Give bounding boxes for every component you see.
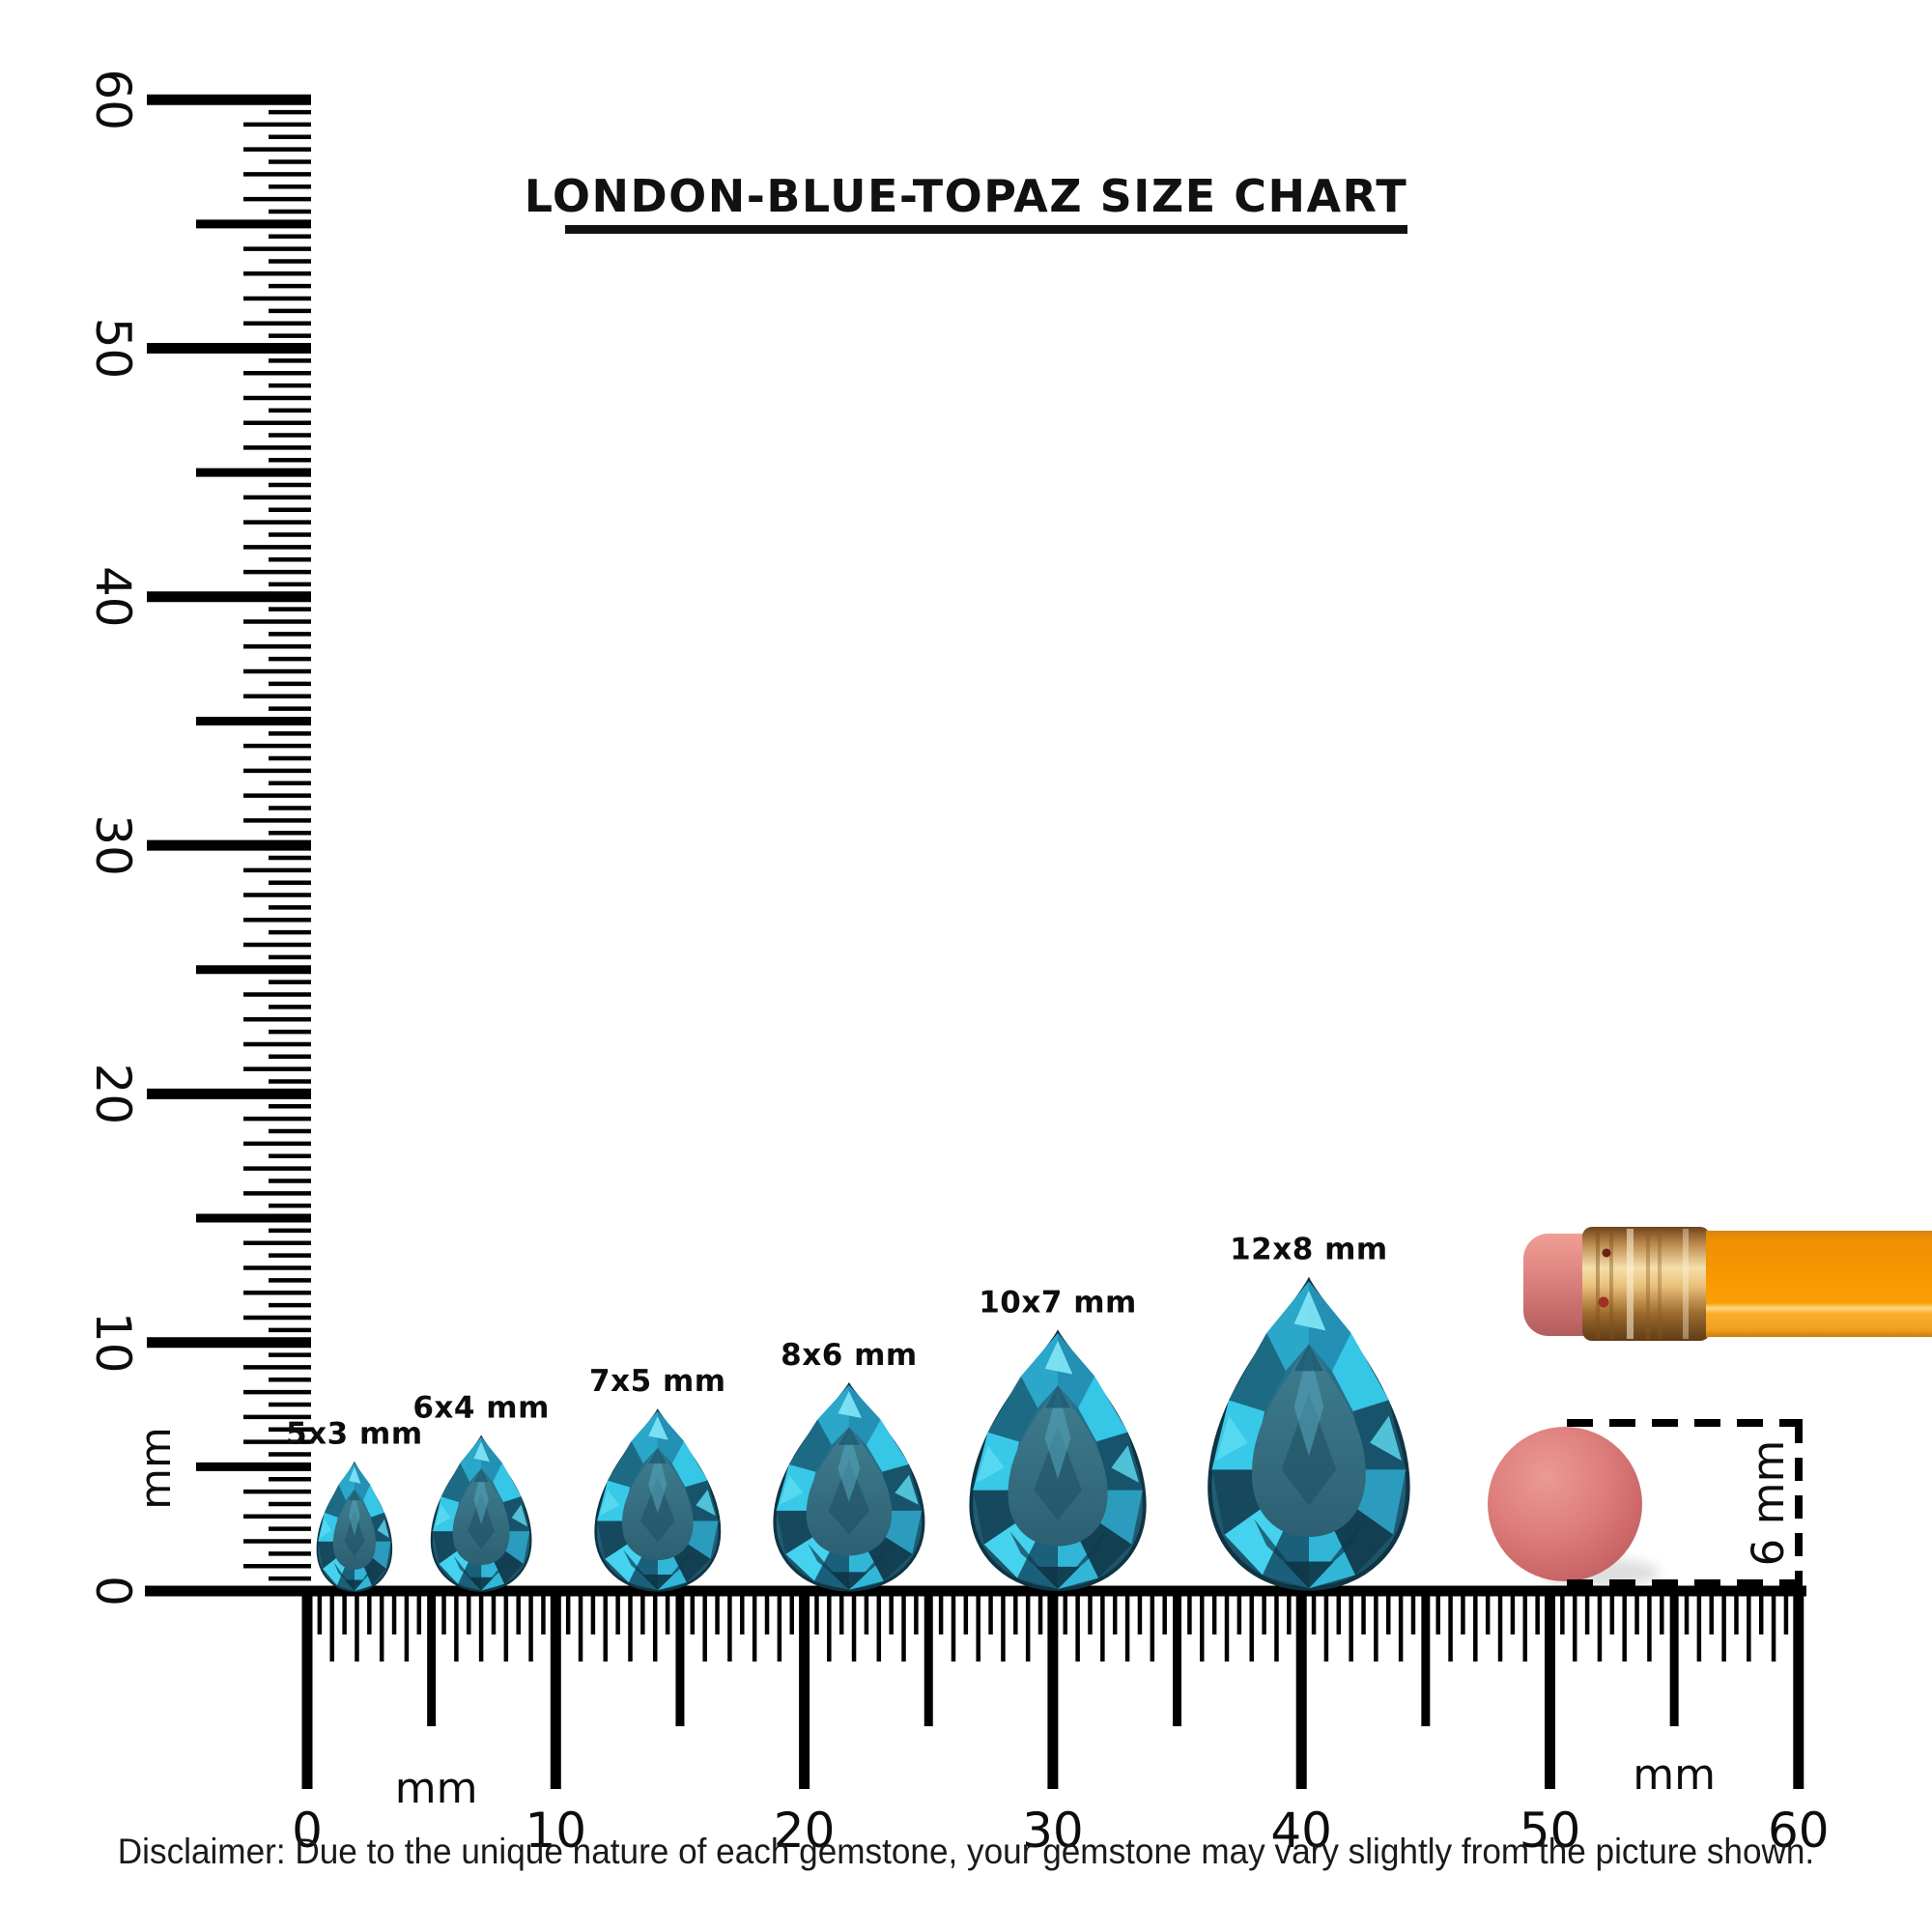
gem-size-label: 12x8 mm: [1230, 1233, 1388, 1267]
gem-size-label: 10x7 mm: [979, 1285, 1137, 1320]
ferrule-crimp-line: [1646, 1229, 1650, 1339]
h-ruler-number: 10: [525, 1803, 586, 1859]
disclaimer-text: Disclaimer: Due to the unique nature of …: [117, 1832, 1815, 1871]
gem-stone: [594, 1409, 722, 1592]
gem-stone: [1209, 1281, 1407, 1588]
ferrule-rivet-dot: [1602, 1248, 1611, 1258]
gem-stone: [969, 1331, 1147, 1592]
h-ruler-number: 30: [1022, 1803, 1084, 1859]
pencil-ferrule: [1582, 1227, 1710, 1341]
gem-stone: [316, 1462, 393, 1593]
v-ruler-unit: mm: [131, 1427, 181, 1510]
gem-size-label: 6x4 mm: [412, 1390, 550, 1425]
v-ruler-number: 10: [85, 1312, 141, 1374]
v-ruler-number: 30: [85, 814, 141, 876]
measure-label: 6 mm: [1743, 1440, 1794, 1567]
ferrule-crimp-line: [1596, 1229, 1600, 1339]
pencil-body: [1706, 1231, 1932, 1337]
ferrule-highlight: [1627, 1229, 1634, 1339]
gem-size-label: 5x3 mm: [286, 1417, 423, 1452]
gem-stone: [430, 1435, 532, 1592]
h-ruler-unit-left: mm: [395, 1764, 478, 1813]
gem-item: 5x3 mm: [286, 1417, 423, 1593]
v-ruler-number: 50: [85, 318, 141, 380]
page-title: LONDON-BLUE-TOPAZ SIZE CHART: [524, 170, 1408, 222]
v-ruler-number: 0: [85, 1576, 141, 1606]
eraser-circle: [1488, 1427, 1642, 1581]
gem-stone: [773, 1383, 925, 1592]
v-ruler-number: 40: [85, 566, 141, 628]
gem-size-label: 8x6 mm: [781, 1338, 918, 1373]
pencil-illustration: [1523, 1227, 1932, 1341]
h-ruler-number: 20: [774, 1803, 836, 1859]
h-ruler-number: 60: [1768, 1803, 1830, 1859]
v-ruler-number: 20: [85, 1064, 141, 1125]
ferrule-rivet-dot: [1598, 1296, 1609, 1308]
h-ruler-number: 0: [292, 1803, 323, 1859]
gem-item: 10x7 mm: [969, 1285, 1147, 1592]
h-ruler-unit-right: mm: [1633, 1750, 1716, 1800]
gem-item: 6x4 mm: [412, 1390, 550, 1592]
ferrule-crimp-line: [1658, 1229, 1662, 1339]
v-ruler-number: 60: [85, 69, 141, 130]
ferrule-highlight: [1683, 1229, 1689, 1339]
gem-item: 7x5 mm: [589, 1364, 726, 1592]
h-ruler-number: 40: [1270, 1803, 1332, 1859]
h-ruler-number: 50: [1520, 1803, 1581, 1859]
six-mm-measure-box: [1567, 1419, 1803, 1587]
gem-item: 8x6 mm: [773, 1338, 925, 1592]
eraser-circle-illustration: [1488, 1427, 1660, 1587]
gem-size-label: 7x5 mm: [589, 1364, 726, 1399]
horizontal-ruler: 0 10 20 30 40 50 60 mm mm: [145, 1585, 1830, 1859]
title-underline: [565, 225, 1407, 234]
vertical-ruler: 0 10 20 30 40 50 60 mm: [85, 69, 311, 1606]
ferrule-crimp-line: [1609, 1229, 1613, 1339]
gem-item: 12x8 mm: [1209, 1233, 1407, 1589]
